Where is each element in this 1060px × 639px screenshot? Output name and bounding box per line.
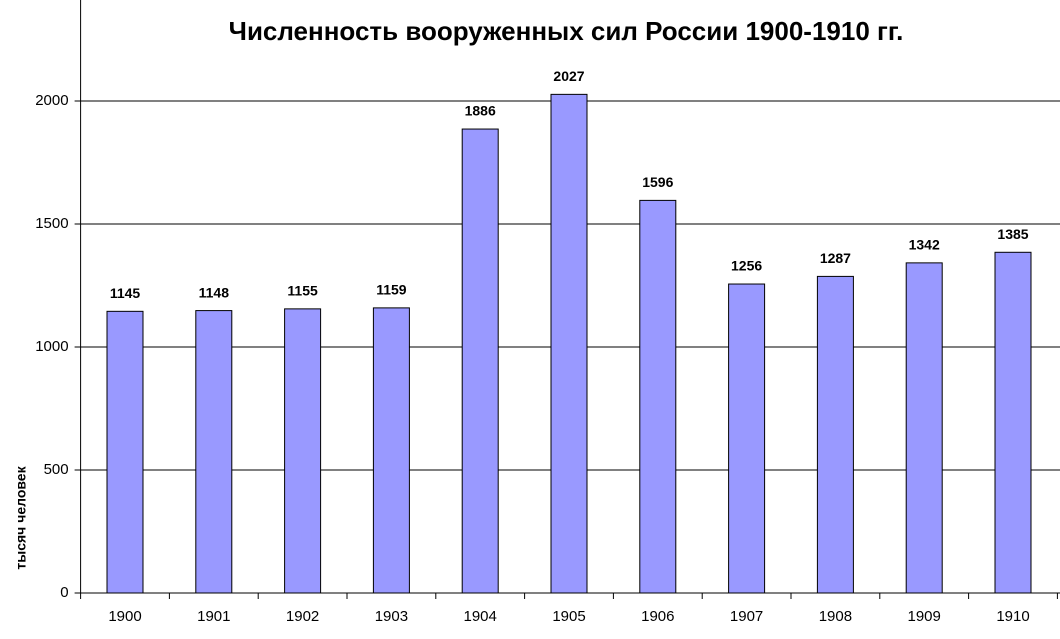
data-label: 1155: [287, 283, 318, 299]
data-label: 1385: [997, 226, 1028, 242]
bar: [905, 262, 943, 594]
x-tick-label: 1902: [286, 608, 319, 625]
data-label: 1148: [199, 284, 230, 300]
data-label: 1596: [642, 174, 673, 190]
data-label: 1342: [909, 237, 940, 253]
bar: [195, 310, 233, 594]
bar: [816, 275, 854, 594]
bar: [550, 93, 588, 594]
x-tick-label: 1904: [464, 608, 497, 625]
bar: [728, 283, 766, 594]
data-label: 1256: [731, 258, 762, 274]
data-label: 1159: [376, 282, 407, 298]
bar: [639, 199, 677, 594]
y-axis-label: тысяч человек: [13, 465, 29, 569]
data-label: 2027: [553, 68, 584, 84]
y-tick-label: 0: [60, 584, 68, 601]
y-tick-label: 1500: [35, 215, 68, 232]
data-label: 1287: [820, 250, 851, 266]
x-tick-label: 1903: [375, 608, 408, 625]
y-tick-label: 2000: [35, 92, 68, 109]
x-tick-label: 1905: [552, 608, 585, 625]
bar: [461, 128, 499, 594]
x-tick-label: 1906: [641, 608, 674, 625]
y-tick-label: 1000: [35, 338, 68, 355]
data-label: 1145: [110, 285, 141, 301]
x-tick-label: 1909: [908, 608, 941, 625]
x-tick-label: 1900: [108, 608, 141, 625]
data-label: 1886: [465, 103, 496, 119]
bar: [994, 251, 1032, 594]
bar: [106, 310, 144, 594]
bar: [372, 307, 410, 594]
x-tick-label: 1901: [197, 608, 230, 625]
x-tick-label: 1907: [730, 608, 763, 625]
bar: [284, 308, 322, 594]
chart-title: Численность вооруженных сил России 1900-…: [229, 16, 904, 46]
x-tick-label: 1910: [996, 608, 1029, 625]
y-tick-label: 500: [44, 461, 69, 478]
x-tick-label: 1908: [819, 608, 852, 625]
